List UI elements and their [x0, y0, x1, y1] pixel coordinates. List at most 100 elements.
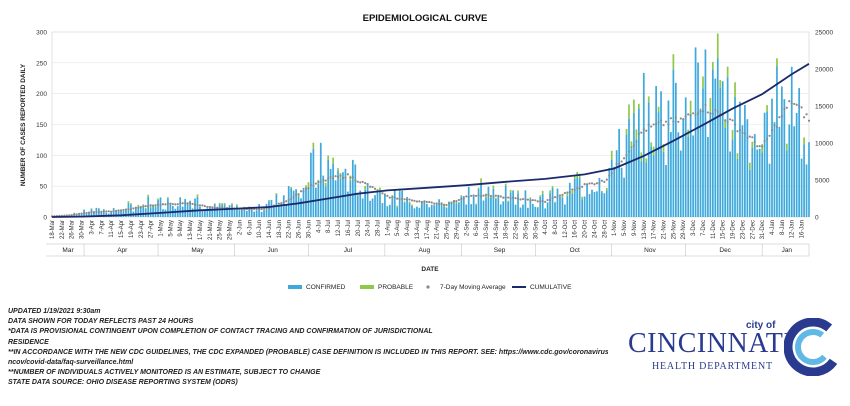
confirmed-bar: [384, 195, 386, 217]
moving-average-point: [166, 202, 169, 205]
y-tick-label: 300: [36, 30, 47, 37]
probable-bar: [494, 197, 497, 199]
moving-average-point: [630, 146, 633, 149]
confirmed-bar: [571, 193, 574, 217]
confirmed-bar: [504, 185, 507, 217]
probable-bar: [386, 205, 389, 207]
moving-average-point: [322, 178, 325, 182]
note-cdc: **IN ACCORDANCE WITH THE NEW CDC GUIDELI…: [8, 348, 608, 356]
confirmed-bar: [319, 142, 322, 217]
confirmed-bar: [236, 205, 238, 217]
confirmed-bar: [443, 206, 445, 217]
confirmed-bar: [406, 196, 408, 217]
probable-bar: [601, 190, 603, 193]
moving-average-point: [127, 208, 130, 211]
moving-average-point: [319, 180, 322, 184]
moving-average-point: [470, 194, 473, 197]
x-tick-label: 10-Sep: [484, 219, 490, 239]
probable-bar: [610, 150, 613, 160]
confirmed-bar: [544, 208, 547, 217]
moving-average-point: [595, 182, 599, 185]
confirmed-bar: [403, 202, 406, 217]
probable-bar: [307, 182, 310, 187]
x-tick-label: 23-Apr: [139, 220, 145, 238]
confirmed-bar: [793, 126, 796, 217]
confirmed-bar: [241, 209, 243, 217]
moving-average-point: [445, 203, 448, 207]
moving-average-point: [497, 194, 500, 198]
confirmed-bar: [233, 209, 236, 217]
moving-average-point: [585, 183, 589, 186]
probable-bar: [672, 54, 675, 70]
moving-average-point: [386, 194, 389, 198]
moving-average-point: [741, 131, 744, 134]
moving-average-point: [709, 112, 712, 115]
moving-average-point: [581, 185, 584, 188]
probable-bar: [403, 201, 406, 203]
confirmed-bar: [583, 196, 586, 217]
confirmed-bar: [524, 190, 527, 217]
confirmed-bar: [709, 111, 712, 217]
x-tick-label: 5-Nov: [622, 220, 628, 236]
confirmed-bar: [356, 195, 359, 217]
x-tick-label: 8-Jan: [780, 220, 786, 235]
confirmed-bar: [122, 210, 125, 217]
confirmed-bar: [576, 177, 579, 217]
month-label: Jan: [782, 247, 793, 254]
moving-average-point: [475, 194, 478, 198]
confirmed-bar: [800, 158, 803, 217]
x-tick-label: 6-Jun: [247, 220, 253, 235]
confirmed-bar: [605, 190, 608, 217]
moving-average-point: [381, 192, 384, 195]
confirmed-bar: [152, 205, 154, 217]
confirmed-bar: [494, 198, 497, 217]
moving-average-point: [403, 198, 406, 201]
moving-average-point: [650, 125, 653, 128]
probable-bar: [157, 198, 159, 200]
moving-average-point: [696, 112, 700, 115]
moving-average-point: [304, 187, 308, 190]
moving-average-point: [499, 195, 502, 198]
moving-average-point: [645, 129, 648, 132]
x-tick-label: 7-Dec: [701, 220, 707, 236]
confirmed-bar: [472, 194, 475, 217]
moving-average-point: [334, 175, 337, 178]
confirmed-bar: [359, 190, 362, 217]
confirmed-bar: [687, 136, 690, 217]
month-label: Oct: [570, 247, 580, 254]
y-axis-label: NUMBER OF CASES REPORTED DAILY: [20, 63, 27, 186]
confirmed-bar: [102, 209, 105, 217]
moving-average-point: [391, 195, 394, 199]
confirmed-bar: [778, 126, 781, 217]
confirmed-bar: [694, 47, 697, 217]
x-tick-label: 24-Jul: [366, 220, 372, 236]
moving-average-point: [438, 203, 441, 206]
moving-average-point: [277, 202, 280, 205]
moving-average-point: [132, 207, 135, 210]
confirmed-bar: [238, 210, 241, 217]
confirmed-bar: [714, 78, 717, 217]
moving-average-point: [758, 145, 761, 148]
confirmed-bar: [157, 199, 159, 217]
confirmed-bar: [179, 197, 182, 217]
confirmed-bar: [628, 118, 630, 217]
moving-average-point: [174, 203, 177, 206]
confirmed-bar: [282, 195, 285, 217]
confirmed-bar: [467, 186, 470, 217]
x-tick-label: 18-Sep: [504, 219, 510, 239]
confirmed-bar: [411, 205, 413, 217]
confirmed-bar: [216, 208, 219, 217]
y2-tick-label: 10000: [815, 141, 833, 148]
confirmed-bar: [485, 197, 487, 217]
confirmed-bar: [184, 199, 187, 217]
confirmed-bar: [593, 192, 596, 217]
probable-bar: [635, 129, 638, 140]
probable-bar: [167, 197, 169, 199]
moving-average-point: [578, 187, 581, 190]
probable-bar: [578, 173, 581, 179]
probable-bar: [726, 66, 729, 78]
moving-average-point: [349, 176, 352, 179]
probable-bar: [536, 206, 539, 208]
moving-average-point: [169, 202, 172, 205]
confirmed-bar: [287, 185, 290, 217]
